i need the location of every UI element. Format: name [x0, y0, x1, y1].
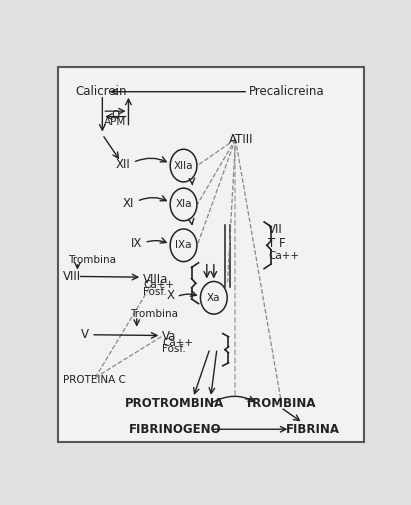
Text: ATIII: ATIII — [229, 133, 254, 145]
Text: Trombina: Trombina — [130, 309, 178, 319]
Text: XIa: XIa — [175, 199, 192, 210]
Text: VIII: VIII — [62, 270, 81, 283]
Text: XII: XII — [115, 158, 130, 171]
Text: IX: IX — [131, 237, 142, 250]
Text: FIBRINA: FIBRINA — [286, 423, 339, 436]
Text: T F: T F — [268, 237, 286, 250]
FancyBboxPatch shape — [58, 67, 363, 442]
Text: X: X — [167, 289, 175, 302]
Text: VIIIa: VIIIa — [143, 273, 169, 286]
Text: Calicrein: Calicrein — [75, 85, 127, 98]
Text: XI: XI — [123, 197, 134, 210]
Text: Precalicreina: Precalicreina — [249, 85, 325, 98]
Text: TROMBINA: TROMBINA — [245, 397, 316, 410]
Text: Fosf.: Fosf. — [162, 344, 186, 354]
Text: Q: Q — [111, 110, 119, 120]
Text: V: V — [81, 328, 89, 341]
Text: Ca++: Ca++ — [268, 251, 299, 261]
Text: Ca++: Ca++ — [162, 338, 193, 348]
Text: Trombina: Trombina — [68, 255, 116, 265]
Text: XIIa: XIIa — [174, 161, 193, 171]
Text: IXa: IXa — [175, 240, 192, 250]
Text: PROTEINA C: PROTEINA C — [62, 375, 125, 385]
Text: PROTROMBINA: PROTROMBINA — [125, 397, 224, 410]
Text: Xa: Xa — [207, 293, 221, 303]
Text: VII: VII — [268, 223, 283, 236]
Text: FIBRINOGENO: FIBRINOGENO — [129, 423, 221, 436]
Text: APM: APM — [104, 117, 126, 127]
Text: Ca++: Ca++ — [143, 280, 174, 290]
Text: Fosf.: Fosf. — [143, 286, 167, 296]
Text: Va: Va — [162, 330, 177, 343]
